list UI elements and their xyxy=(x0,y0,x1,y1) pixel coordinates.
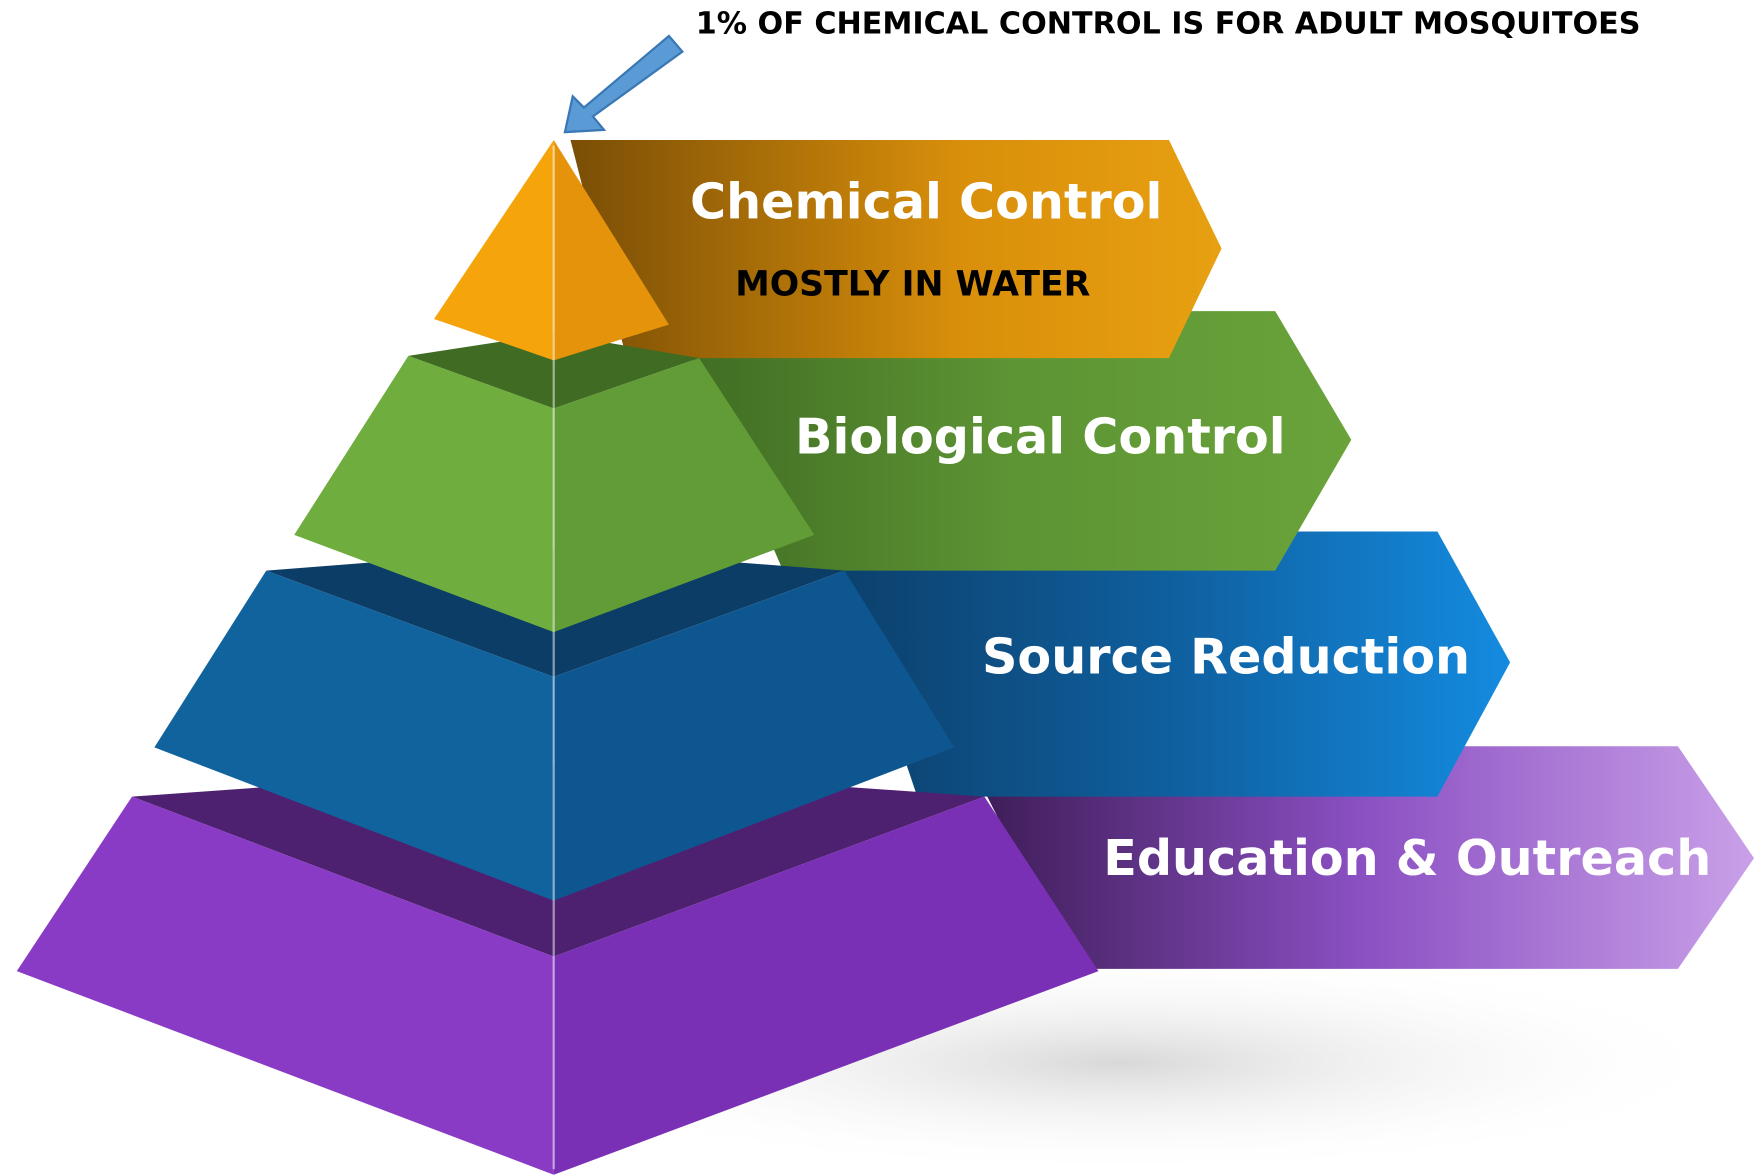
tier-left xyxy=(434,140,554,360)
layer-label: Source Reduction xyxy=(982,628,1470,686)
arrow xyxy=(565,36,682,132)
layer-label: Biological Control xyxy=(795,407,1286,465)
layer-label: Education & Outreach xyxy=(1103,829,1711,887)
layer-label: Chemical Control xyxy=(690,172,1162,230)
pyramid-diagram: 1% OF CHEMICAL CONTROL IS FOR ADULT MOSQ… xyxy=(0,0,1754,1176)
annotation: 1% OF CHEMICAL CONTROL IS FOR ADULT MOSQ… xyxy=(696,6,1641,41)
layer-note: MOSTLY IN WATER xyxy=(735,264,1090,304)
